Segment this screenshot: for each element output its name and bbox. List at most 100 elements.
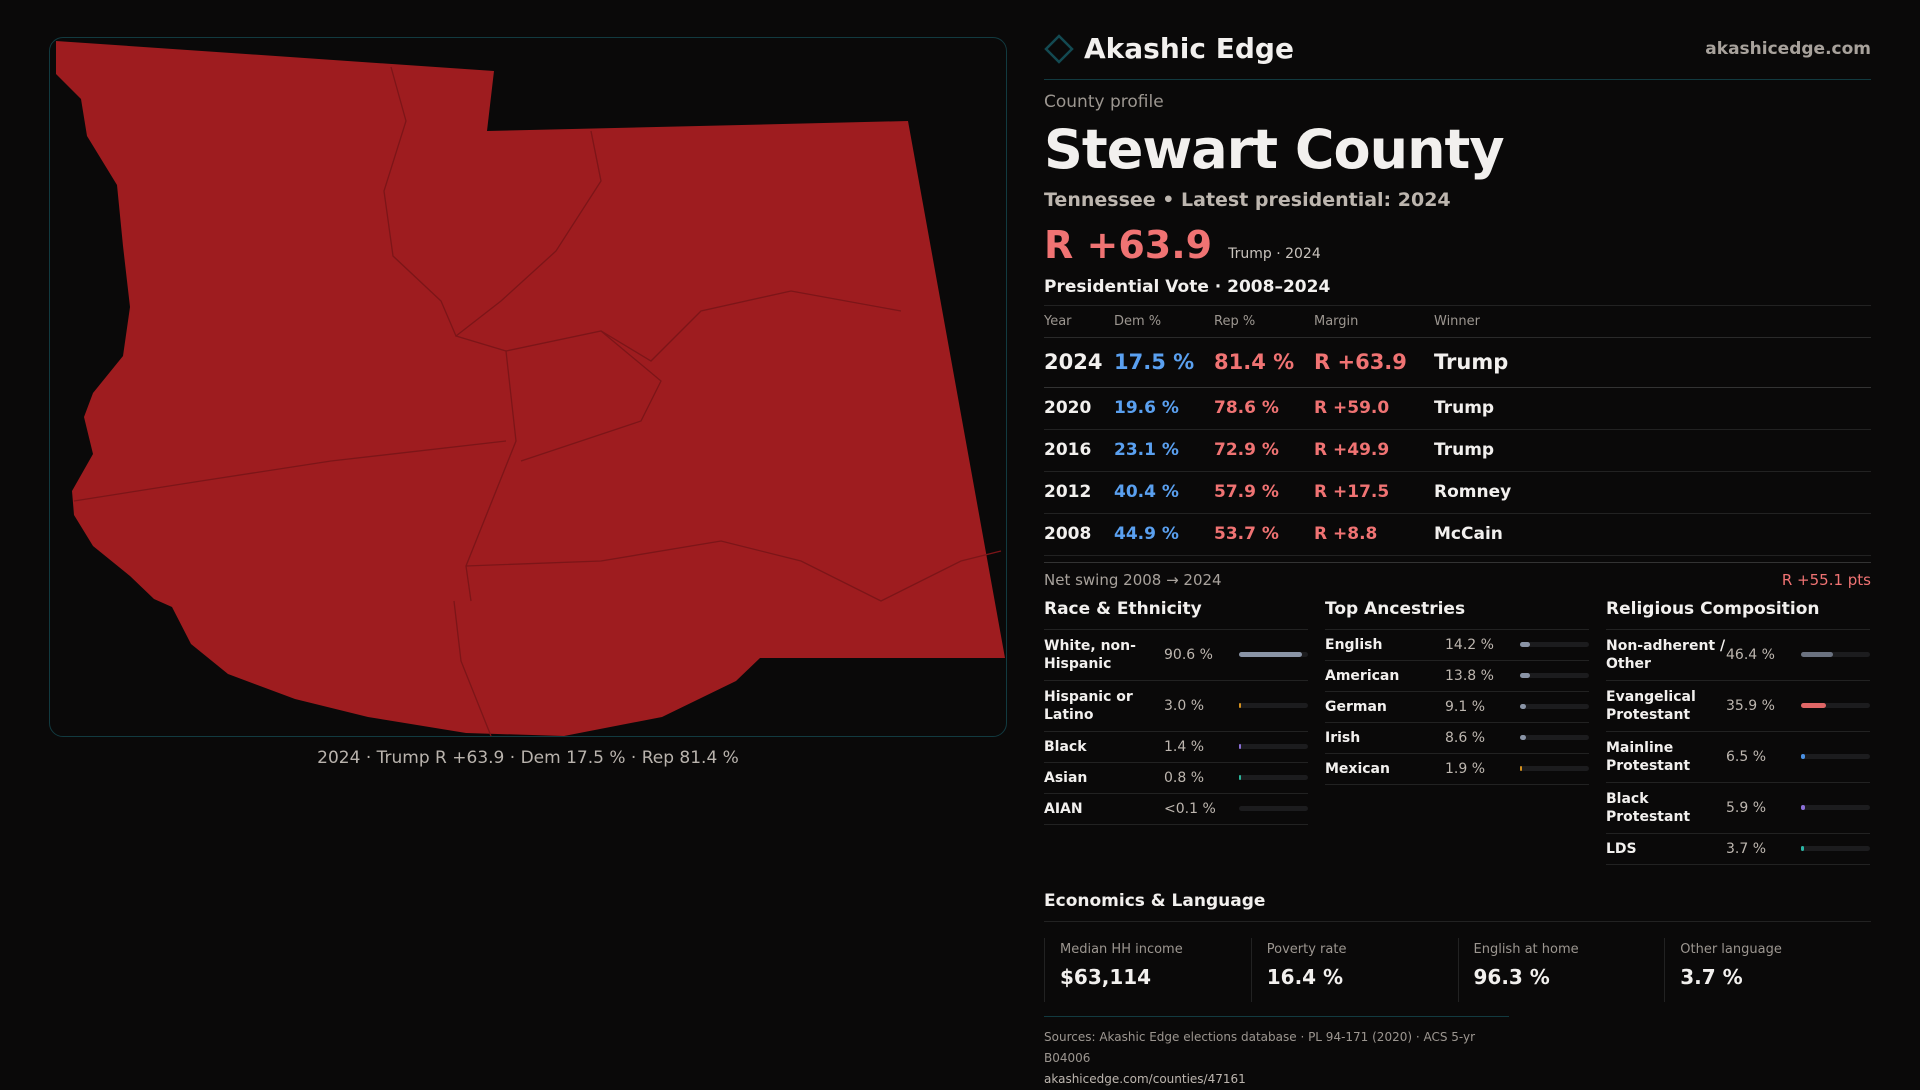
vote-cell: 17.5 % — [1114, 337, 1214, 388]
net-swing: Net swing 2008 → 2024 R +55.1 pts — [1044, 561, 1871, 589]
item-label: Black Protestant — [1606, 790, 1691, 825]
vote-row: 2012 40.4 % 57.9 % R +17.5 Romney — [1044, 471, 1871, 514]
bar-track — [1239, 652, 1308, 657]
header: Akashic Edge akashicedge.com — [1044, 0, 1871, 80]
headline-margin-note: Trump · 2024 — [1228, 246, 1321, 262]
bar-fill — [1801, 805, 1806, 810]
item-label: Mainline Protestant — [1606, 739, 1691, 774]
bar-track — [1520, 766, 1589, 771]
district-lines — [73, 66, 1002, 736]
econ-value: $63,114 — [1060, 964, 1152, 989]
bar-fill — [1520, 766, 1522, 771]
bar-track — [1520, 673, 1589, 678]
net-swing-label: Net swing 2008 → 2024 — [1044, 570, 1222, 589]
vote-cell: 2008 — [1044, 513, 1114, 556]
vote-table: Year Dem % Rep % Margin Winner 2024 17.5 % 81.4… — [1044, 306, 1871, 556]
vote-cell: Romney — [1434, 471, 1871, 514]
econ-value: 16.4 % — [1266, 964, 1344, 989]
bar-track — [1239, 744, 1308, 749]
race-item: AIAN <0.1 % — [1044, 794, 1308, 825]
ancestry-item: German 9.1 % — [1325, 692, 1589, 723]
item-label: Irish — [1325, 729, 1361, 746]
item-value: 35.9 % — [1726, 697, 1775, 714]
item-value: 1.4 % — [1164, 738, 1205, 755]
econ-label: Median HH income — [1060, 941, 1183, 957]
vote-cell: 44.9 % — [1114, 513, 1214, 556]
vote-row: 2008 44.9 % 53.7 % R +8.8 McCain — [1044, 513, 1871, 556]
vote-cell: 2012 — [1044, 471, 1114, 514]
county-polygon[interactable] — [56, 41, 1005, 736]
item-label: Evangelical Protestant — [1606, 688, 1696, 723]
vote-cell: Trump — [1434, 387, 1871, 430]
bar-track — [1520, 704, 1589, 709]
religion-item: Non-adherent / Other 46.4 % — [1606, 630, 1870, 681]
item-label: Black — [1044, 738, 1087, 755]
bar-fill — [1801, 754, 1806, 759]
column-header: Margin — [1314, 306, 1434, 338]
bar-fill — [1239, 652, 1302, 657]
page-subtitle: Tennessee • Latest presidential: 2024 — [1044, 189, 1451, 211]
economics-title: Economics & Language — [1044, 891, 1871, 922]
bar-track — [1520, 642, 1589, 647]
column-header: Rep % — [1214, 306, 1314, 338]
religion-section: Religious Composition Non-adherent / Othe… — [1606, 599, 1870, 865]
page-title: Stewart County — [1044, 118, 1505, 181]
vote-row: 2024 17.5 % 81.4 % R +63.9 Trump — [1044, 337, 1871, 388]
bar-track — [1801, 754, 1870, 759]
econ-value: 3.7 % — [1680, 964, 1743, 989]
item-value: <0.1 % — [1164, 800, 1216, 817]
item-label: Mexican — [1325, 760, 1390, 777]
religion-item: Black Protestant 5.9 % — [1606, 783, 1870, 834]
bar-fill — [1239, 703, 1242, 708]
race-title: Race & Ethnicity — [1044, 599, 1308, 630]
item-label: White, non-Hispanic — [1044, 637, 1136, 672]
site-link[interactable]: akashicedge.com — [1705, 38, 1871, 59]
vote-cell: 23.1 % — [1114, 429, 1214, 472]
brand[interactable]: Akashic Edge — [1044, 32, 1294, 65]
vote-cell: 81.4 % — [1214, 337, 1314, 388]
ancestry-section: Top Ancestries English 14.2 % American 13.8 … — [1325, 599, 1589, 865]
item-value: 3.0 % — [1164, 697, 1205, 714]
county-shape — [56, 41, 1005, 736]
item-value: 6.5 % — [1726, 748, 1767, 765]
bar-fill — [1801, 652, 1834, 657]
vote-cell: R +49.9 — [1314, 429, 1434, 472]
item-value: 13.8 % — [1445, 667, 1494, 684]
column-header: Winner — [1434, 306, 1871, 338]
bar-fill — [1520, 735, 1526, 740]
bar-track — [1520, 735, 1589, 740]
econ-label: English at home — [1473, 941, 1579, 957]
bar-fill — [1520, 642, 1530, 647]
ancestry-item: English 14.2 % — [1325, 630, 1589, 661]
religion-item: Evangelical Protestant 35.9 % — [1606, 681, 1870, 732]
ancestry-item: American 13.8 % — [1325, 661, 1589, 692]
bar-fill — [1801, 846, 1804, 851]
column-header: Dem % — [1114, 306, 1214, 338]
item-label: German — [1325, 698, 1387, 715]
race-item: White, non-Hispanic 90.6 % — [1044, 630, 1308, 681]
bar-track — [1801, 703, 1870, 708]
vote-cell: 2024 — [1044, 337, 1114, 388]
vote-cell: R +8.8 — [1314, 513, 1434, 556]
ancestry-item: Mexican 1.9 % — [1325, 754, 1589, 785]
bar-fill — [1520, 704, 1527, 709]
vote-cell: R +59.0 — [1314, 387, 1434, 430]
bar-track — [1239, 806, 1308, 811]
county-map[interactable] — [49, 37, 1007, 737]
item-label: AIAN — [1044, 800, 1083, 817]
map-caption: 2024 · Trump R +63.9 · Dem 17.5 % · Rep … — [317, 748, 739, 768]
econ-card: Median HH income $63,114 — [1044, 937, 1251, 1002]
item-value: 0.8 % — [1164, 769, 1205, 786]
race-item: Black 1.4 % — [1044, 732, 1308, 763]
religion-item: LDS 3.7 % — [1606, 834, 1870, 865]
page-kicker: County profile — [1044, 92, 1164, 112]
econ-card: English at home 96.3 % — [1457, 937, 1665, 1002]
county-url[interactable]: akashicedge.com/counties/47161 — [1044, 1071, 1246, 1086]
econ-label: Poverty rate — [1266, 941, 1347, 957]
vote-row: 2020 19.6 % 78.6 % R +59.0 Trump — [1044, 387, 1871, 430]
vote-cell: 72.9 % — [1214, 429, 1314, 472]
bar-track — [1801, 805, 1870, 810]
column-header: Year — [1044, 306, 1114, 338]
ancestry-title: Top Ancestries — [1325, 599, 1589, 630]
footer: Sources: Akashic Edge elections database… — [1044, 1015, 1509, 1090]
